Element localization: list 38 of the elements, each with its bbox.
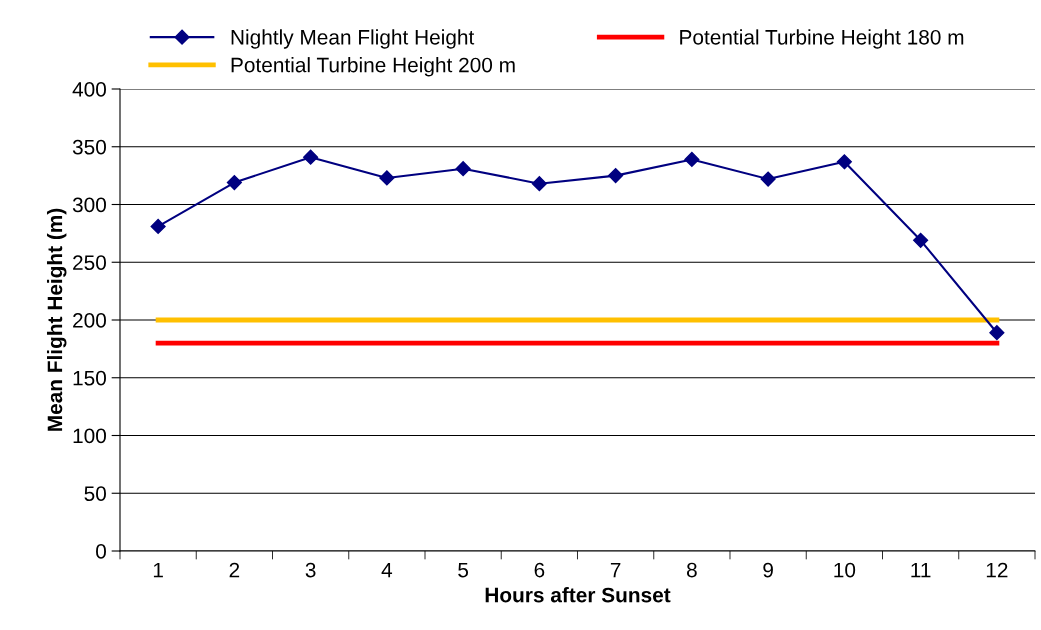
legend-label: Potential Turbine Height 180 m: [680, 29, 964, 49]
y-tick-label: 0: [96, 544, 106, 559]
point: [303, 149, 319, 165]
x-tick-label: 7: [610, 562, 621, 578]
y-axis-title: Mean Flight Height (m): [46, 208, 67, 431]
x-axis-title: Hours after Sunset: [485, 587, 671, 603]
point: [531, 176, 547, 192]
x-tick-label: 8: [686, 562, 697, 578]
y-tick-label: 250: [73, 255, 106, 270]
legend-label: Nightly Mean Flight Height: [231, 29, 475, 49]
x-tick-label: 3: [305, 562, 316, 578]
point: [913, 232, 929, 248]
x-tick-label: 12: [986, 562, 1008, 578]
x-tick-label: 2: [229, 562, 240, 578]
y-tick-label: 350: [72, 139, 106, 155]
point: [989, 325, 1005, 341]
point: [226, 174, 242, 191]
point: [684, 151, 700, 168]
y-tick-label: 150: [73, 370, 106, 386]
x-tick-label: 6: [534, 562, 545, 578]
point: [836, 154, 852, 170]
x-tick-label: 5: [458, 562, 469, 578]
point: [455, 161, 471, 177]
x-tick-label: 1: [153, 562, 163, 578]
y-tick-label: 300: [72, 197, 106, 213]
x-tick-label: 9: [763, 562, 773, 578]
x-tick-label: 10: [834, 562, 856, 578]
y-tick-label: 50: [84, 486, 106, 501]
point: [379, 170, 395, 186]
y-tick-label: 400: [72, 82, 106, 97]
point: [760, 171, 776, 187]
y-tick-label: 100: [73, 428, 106, 444]
point: [150, 218, 166, 235]
x-tick-label: 11: [911, 562, 931, 578]
point: [608, 168, 624, 184]
y-tick-label: 200: [73, 313, 106, 328]
x-tick-label: 4: [381, 562, 393, 578]
legend-label: Potential Turbine Height 200 m: [231, 57, 515, 77]
